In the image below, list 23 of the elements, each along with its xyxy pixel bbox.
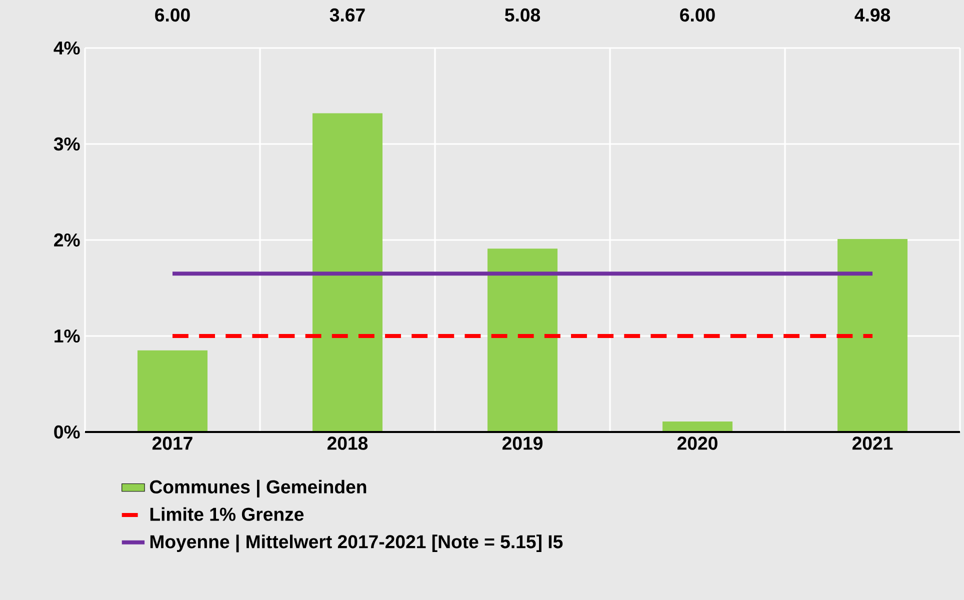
legend-label: Communes | Gemeinden (150, 480, 366, 498)
bar (662, 421, 733, 432)
y-tick-label: 0% (54, 425, 80, 439)
y-tick-label: 4% (54, 41, 80, 55)
bar (138, 350, 208, 432)
text: 3.67 (330, 8, 365, 22)
x-tick-label: 2019 (502, 436, 543, 450)
legend-label: Limite 1% Grenze (150, 507, 304, 521)
bar (312, 113, 382, 432)
text: 6.00 (680, 8, 715, 22)
x-tick-label: 2017 (152, 436, 192, 450)
bar (838, 239, 908, 432)
legend-label: Moyenne | Mittelwert 2017-2021 [Note = 5.15] I5 (150, 534, 563, 552)
text: 4.98 (854, 8, 890, 22)
x-tick-label: 2018 (327, 436, 368, 450)
y-tick-label: 3% (54, 137, 80, 151)
x-tick-label: 2020 (677, 436, 718, 450)
x-tick-label: 2021 (852, 436, 893, 450)
bar (488, 248, 558, 432)
y-tick-label: 1% (54, 329, 80, 343)
text: 5.08 (504, 8, 540, 22)
text: 6.00 (155, 8, 190, 22)
y-tick-label: 2% (54, 233, 80, 247)
